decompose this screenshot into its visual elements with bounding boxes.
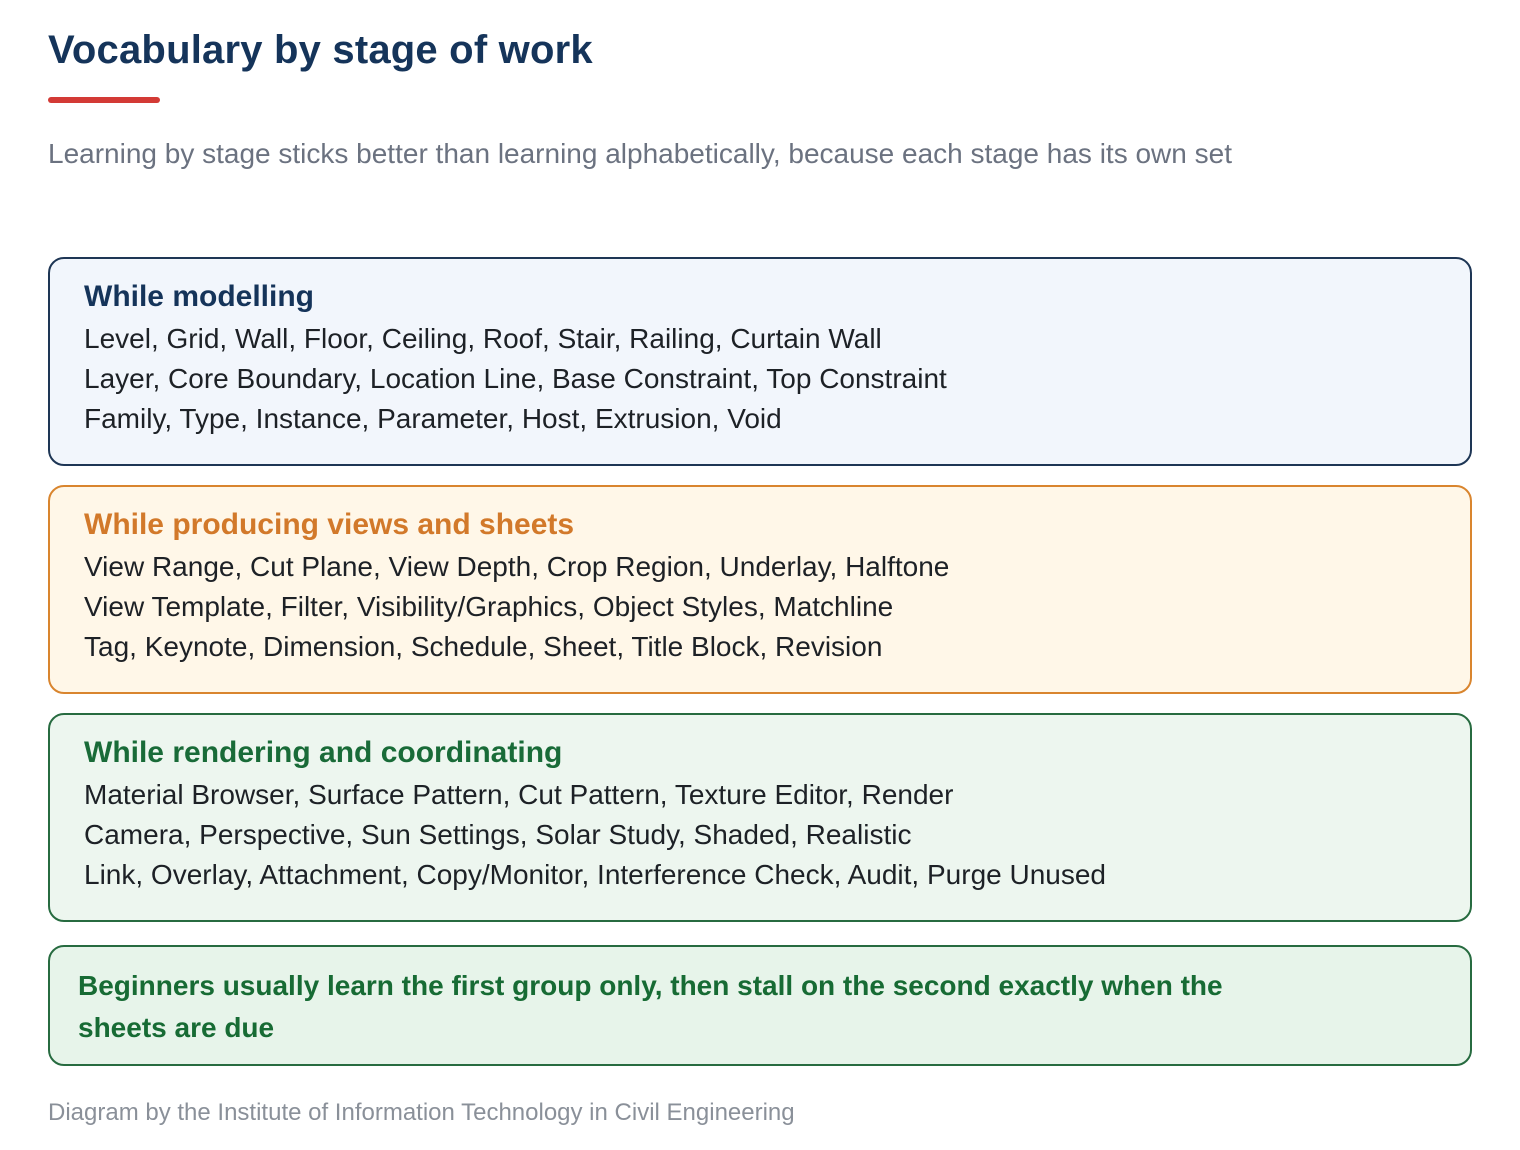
diagram-credit: Diagram by the Institute of Information … (48, 1099, 795, 1126)
stage-card-modelling: While modelling Level, Grid, Wall, Floor… (48, 257, 1472, 466)
term-line: Family, Type, Instance, Parameter, Host,… (84, 403, 782, 434)
callout-note-text: Beginners usually learn the first group … (78, 970, 1223, 1043)
term-line: Level, Grid, Wall, Floor, Ceiling, Roof,… (84, 323, 882, 354)
term-line: Tag, Keynote, Dimension, Schedule, Sheet… (84, 631, 883, 662)
term-line: Material Browser, Surface Pattern, Cut P… (84, 779, 954, 810)
callout-note: Beginners usually learn the first group … (48, 945, 1472, 1066)
term-line: View Template, Filter, Visibility/Graphi… (84, 591, 894, 622)
term-line: Camera, Perspective, Sun Settings, Solar… (84, 819, 912, 850)
stage-heading: While producing views and sheets (84, 508, 575, 541)
stage-heading: While modelling (84, 280, 314, 313)
stage-card-views-sheets: While producing views and sheets View Ra… (48, 485, 1472, 694)
stage-heading: While rendering and coordinating (84, 736, 563, 769)
term-line: Layer, Core Boundary, Location Line, Bas… (84, 363, 947, 394)
term-line: View Range, Cut Plane, View Depth, Crop … (84, 551, 950, 582)
page-subtitle: Learning by stage sticks better than lea… (48, 138, 1232, 169)
page-title: Vocabulary by stage of work (48, 28, 593, 72)
term-line: Link, Overlay, Attachment, Copy/Monitor,… (84, 859, 1106, 890)
stage-card-rendering-coordinating: While rendering and coordinating Materia… (48, 713, 1472, 922)
title-underline (48, 97, 160, 103)
